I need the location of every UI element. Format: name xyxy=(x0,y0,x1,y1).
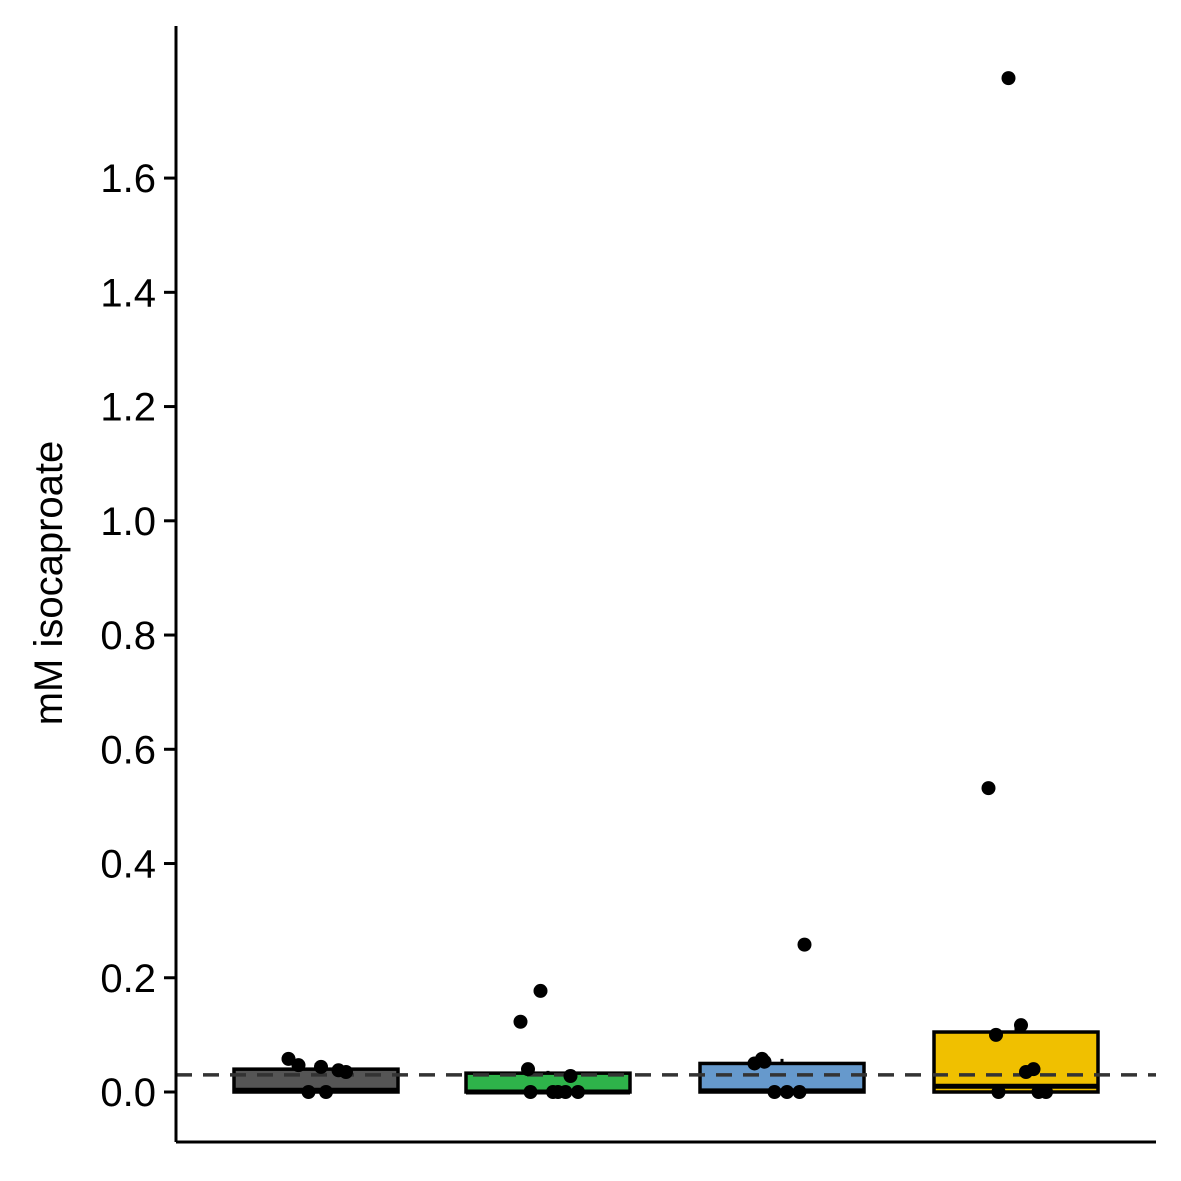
axes: 0.0 0.2 0.4 0.6 0.8 1.0 1.2 1.4 1.6 xyxy=(100,26,1156,1144)
y-tick-label: 0.4 xyxy=(100,843,156,887)
data-point xyxy=(792,1085,807,1099)
y-tick-label: 0.2 xyxy=(100,957,156,1001)
data-point xyxy=(523,1085,538,1099)
data-point xyxy=(291,1058,306,1073)
data-point xyxy=(797,937,812,952)
plot-area xyxy=(176,71,1156,1099)
data-point xyxy=(533,983,548,998)
data-point xyxy=(558,1085,573,1099)
y-tick-label: 0.8 xyxy=(100,614,156,658)
data-point xyxy=(521,1062,535,1077)
y-tick-label: 0.6 xyxy=(100,728,156,772)
data-point xyxy=(571,1085,585,1099)
y-axis-label: mM isocaproate xyxy=(27,441,71,726)
data-point xyxy=(1001,71,1016,86)
data-point xyxy=(1039,1085,1053,1099)
data-point xyxy=(1014,1018,1028,1033)
data-point xyxy=(546,1085,560,1099)
data-point xyxy=(513,1014,528,1029)
data-point xyxy=(281,1051,296,1066)
y-tick-label: 1.2 xyxy=(100,386,156,430)
data-point xyxy=(339,1065,353,1080)
data-point xyxy=(757,1054,772,1069)
data-point xyxy=(1026,1062,1041,1077)
box-group-1 xyxy=(232,1063,400,1094)
data-point xyxy=(991,1085,1006,1099)
data-point xyxy=(780,1085,794,1099)
box-group-4 xyxy=(932,1023,1100,1094)
y-tick-label: 1.4 xyxy=(100,271,156,315)
data-point xyxy=(767,1085,782,1099)
data-point xyxy=(563,1069,578,1084)
box xyxy=(932,1030,1100,1094)
data-point xyxy=(319,1085,333,1099)
data-point xyxy=(301,1085,316,1099)
y-tick-label: 0.0 xyxy=(100,1071,156,1115)
y-tick-label: 1.6 xyxy=(100,157,156,201)
data-point xyxy=(989,1027,1003,1042)
y-tick-label: 1.0 xyxy=(100,500,156,544)
data-point xyxy=(314,1059,328,1074)
data-point xyxy=(981,781,996,796)
